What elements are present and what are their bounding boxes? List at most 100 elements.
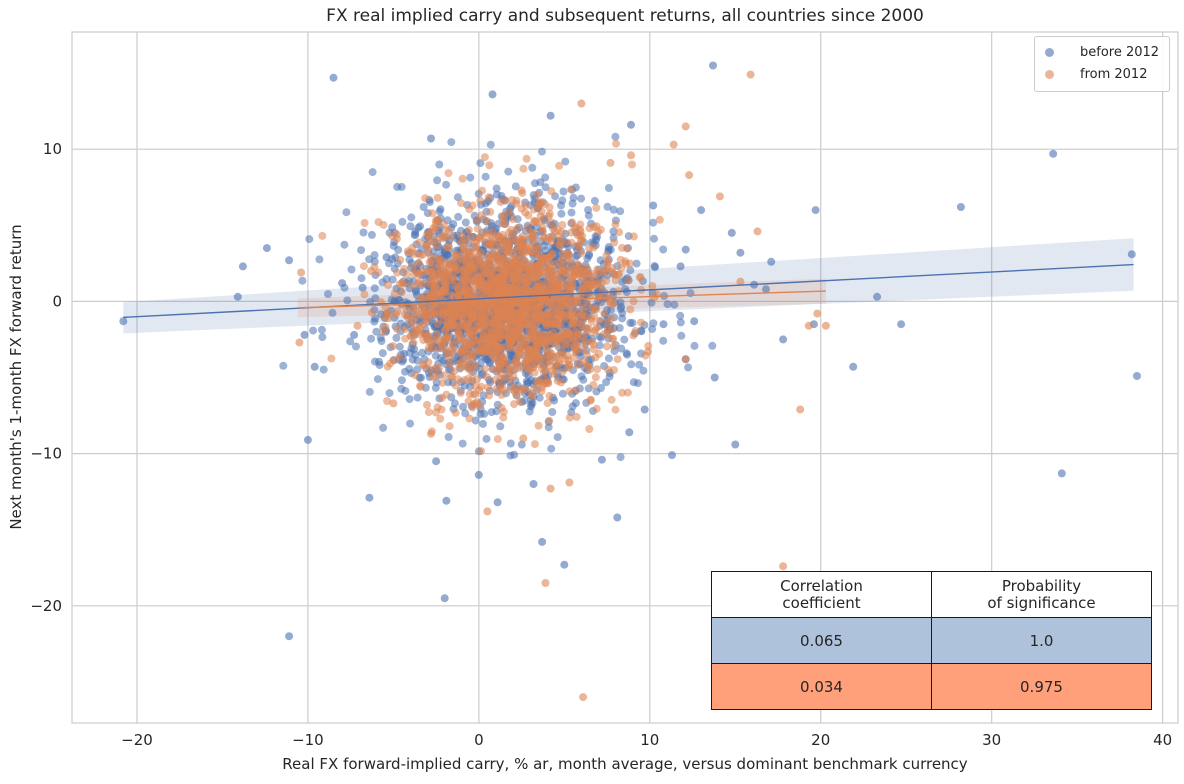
data-point	[367, 267, 376, 275]
data-point	[396, 256, 405, 264]
data-point	[736, 277, 745, 286]
data-point	[385, 389, 394, 398]
data-point	[484, 287, 493, 296]
data-point	[482, 232, 491, 241]
data-point	[543, 399, 552, 408]
data-point	[379, 423, 388, 432]
data-point	[438, 393, 446, 402]
data-point	[438, 378, 447, 387]
data-point	[408, 263, 417, 271]
data-point	[422, 242, 431, 251]
data-point	[451, 252, 460, 261]
data-point	[324, 290, 332, 299]
data-point	[613, 513, 622, 522]
data-point	[589, 381, 598, 389]
data-point	[588, 269, 596, 278]
data-point	[639, 366, 648, 375]
data-point	[496, 422, 505, 431]
data-point	[401, 334, 410, 343]
data-point	[510, 387, 519, 396]
data-point	[609, 205, 618, 214]
data-point	[442, 226, 450, 235]
data-point	[414, 278, 423, 287]
x-tick-label: 20	[811, 731, 830, 749]
data-point	[405, 255, 414, 264]
data-point	[492, 184, 501, 193]
data-point	[516, 364, 525, 373]
data-point	[457, 199, 465, 208]
data-point	[525, 345, 534, 354]
data-point	[610, 238, 619, 247]
data-point	[610, 366, 618, 374]
data-point	[521, 384, 530, 393]
data-point	[804, 321, 813, 330]
data-point	[402, 305, 411, 314]
data-point	[495, 258, 504, 267]
data-point	[343, 296, 352, 305]
header-line: coefficient	[782, 593, 861, 612]
data-point	[435, 160, 444, 169]
data-point	[498, 230, 507, 239]
data-point	[503, 241, 512, 249]
data-point	[454, 375, 463, 384]
data-point	[406, 222, 415, 231]
data-point	[583, 327, 592, 335]
data-point	[285, 632, 294, 641]
data-point	[457, 334, 466, 343]
data-point	[538, 383, 546, 392]
data-point	[479, 419, 487, 428]
data-point	[350, 330, 359, 339]
data-point	[547, 218, 556, 227]
data-point	[517, 270, 526, 279]
legend-marker-from-2012	[1045, 69, 1054, 79]
data-point	[597, 455, 606, 464]
x-tick-label: −20	[121, 731, 153, 749]
data-point	[401, 386, 410, 395]
data-point	[595, 316, 604, 325]
data-point	[576, 227, 585, 236]
data-point	[690, 341, 699, 350]
data-point	[478, 186, 487, 195]
data-point	[488, 232, 497, 241]
data-point	[606, 297, 615, 306]
data-point	[303, 435, 312, 444]
data-point	[428, 209, 437, 218]
data-point	[477, 447, 486, 456]
data-point	[407, 213, 416, 222]
data-point	[411, 371, 420, 380]
data-point	[451, 263, 459, 272]
data-point	[499, 298, 508, 307]
data-point	[627, 120, 635, 129]
data-point	[477, 308, 486, 317]
data-point	[434, 344, 443, 353]
data-point	[305, 235, 314, 244]
data-point	[427, 429, 435, 438]
data-point	[527, 402, 536, 411]
data-point	[357, 274, 366, 283]
tick-labels: −20 −10 0 10 20 30 40 −20 −10 0 10	[30, 140, 1172, 749]
data-point	[649, 218, 658, 227]
data-point	[533, 190, 542, 199]
x-tick-label: 0	[474, 731, 484, 749]
data-point	[592, 305, 601, 314]
data-point	[262, 244, 271, 253]
data-point	[528, 392, 537, 401]
data-point	[432, 457, 441, 466]
data-point	[524, 378, 533, 387]
data-point	[504, 247, 513, 256]
data-point	[470, 238, 479, 247]
data-point	[676, 311, 685, 320]
data-point	[319, 365, 328, 374]
data-point	[464, 374, 473, 383]
data-point	[477, 382, 486, 391]
data-point	[457, 279, 466, 288]
data-point	[560, 560, 569, 569]
data-point	[458, 439, 467, 448]
data-point	[956, 203, 965, 211]
data-point	[423, 400, 431, 409]
data-point	[433, 320, 442, 328]
data-point	[613, 355, 622, 364]
data-point	[315, 255, 324, 264]
data-point	[423, 332, 432, 341]
data-point	[544, 379, 553, 388]
